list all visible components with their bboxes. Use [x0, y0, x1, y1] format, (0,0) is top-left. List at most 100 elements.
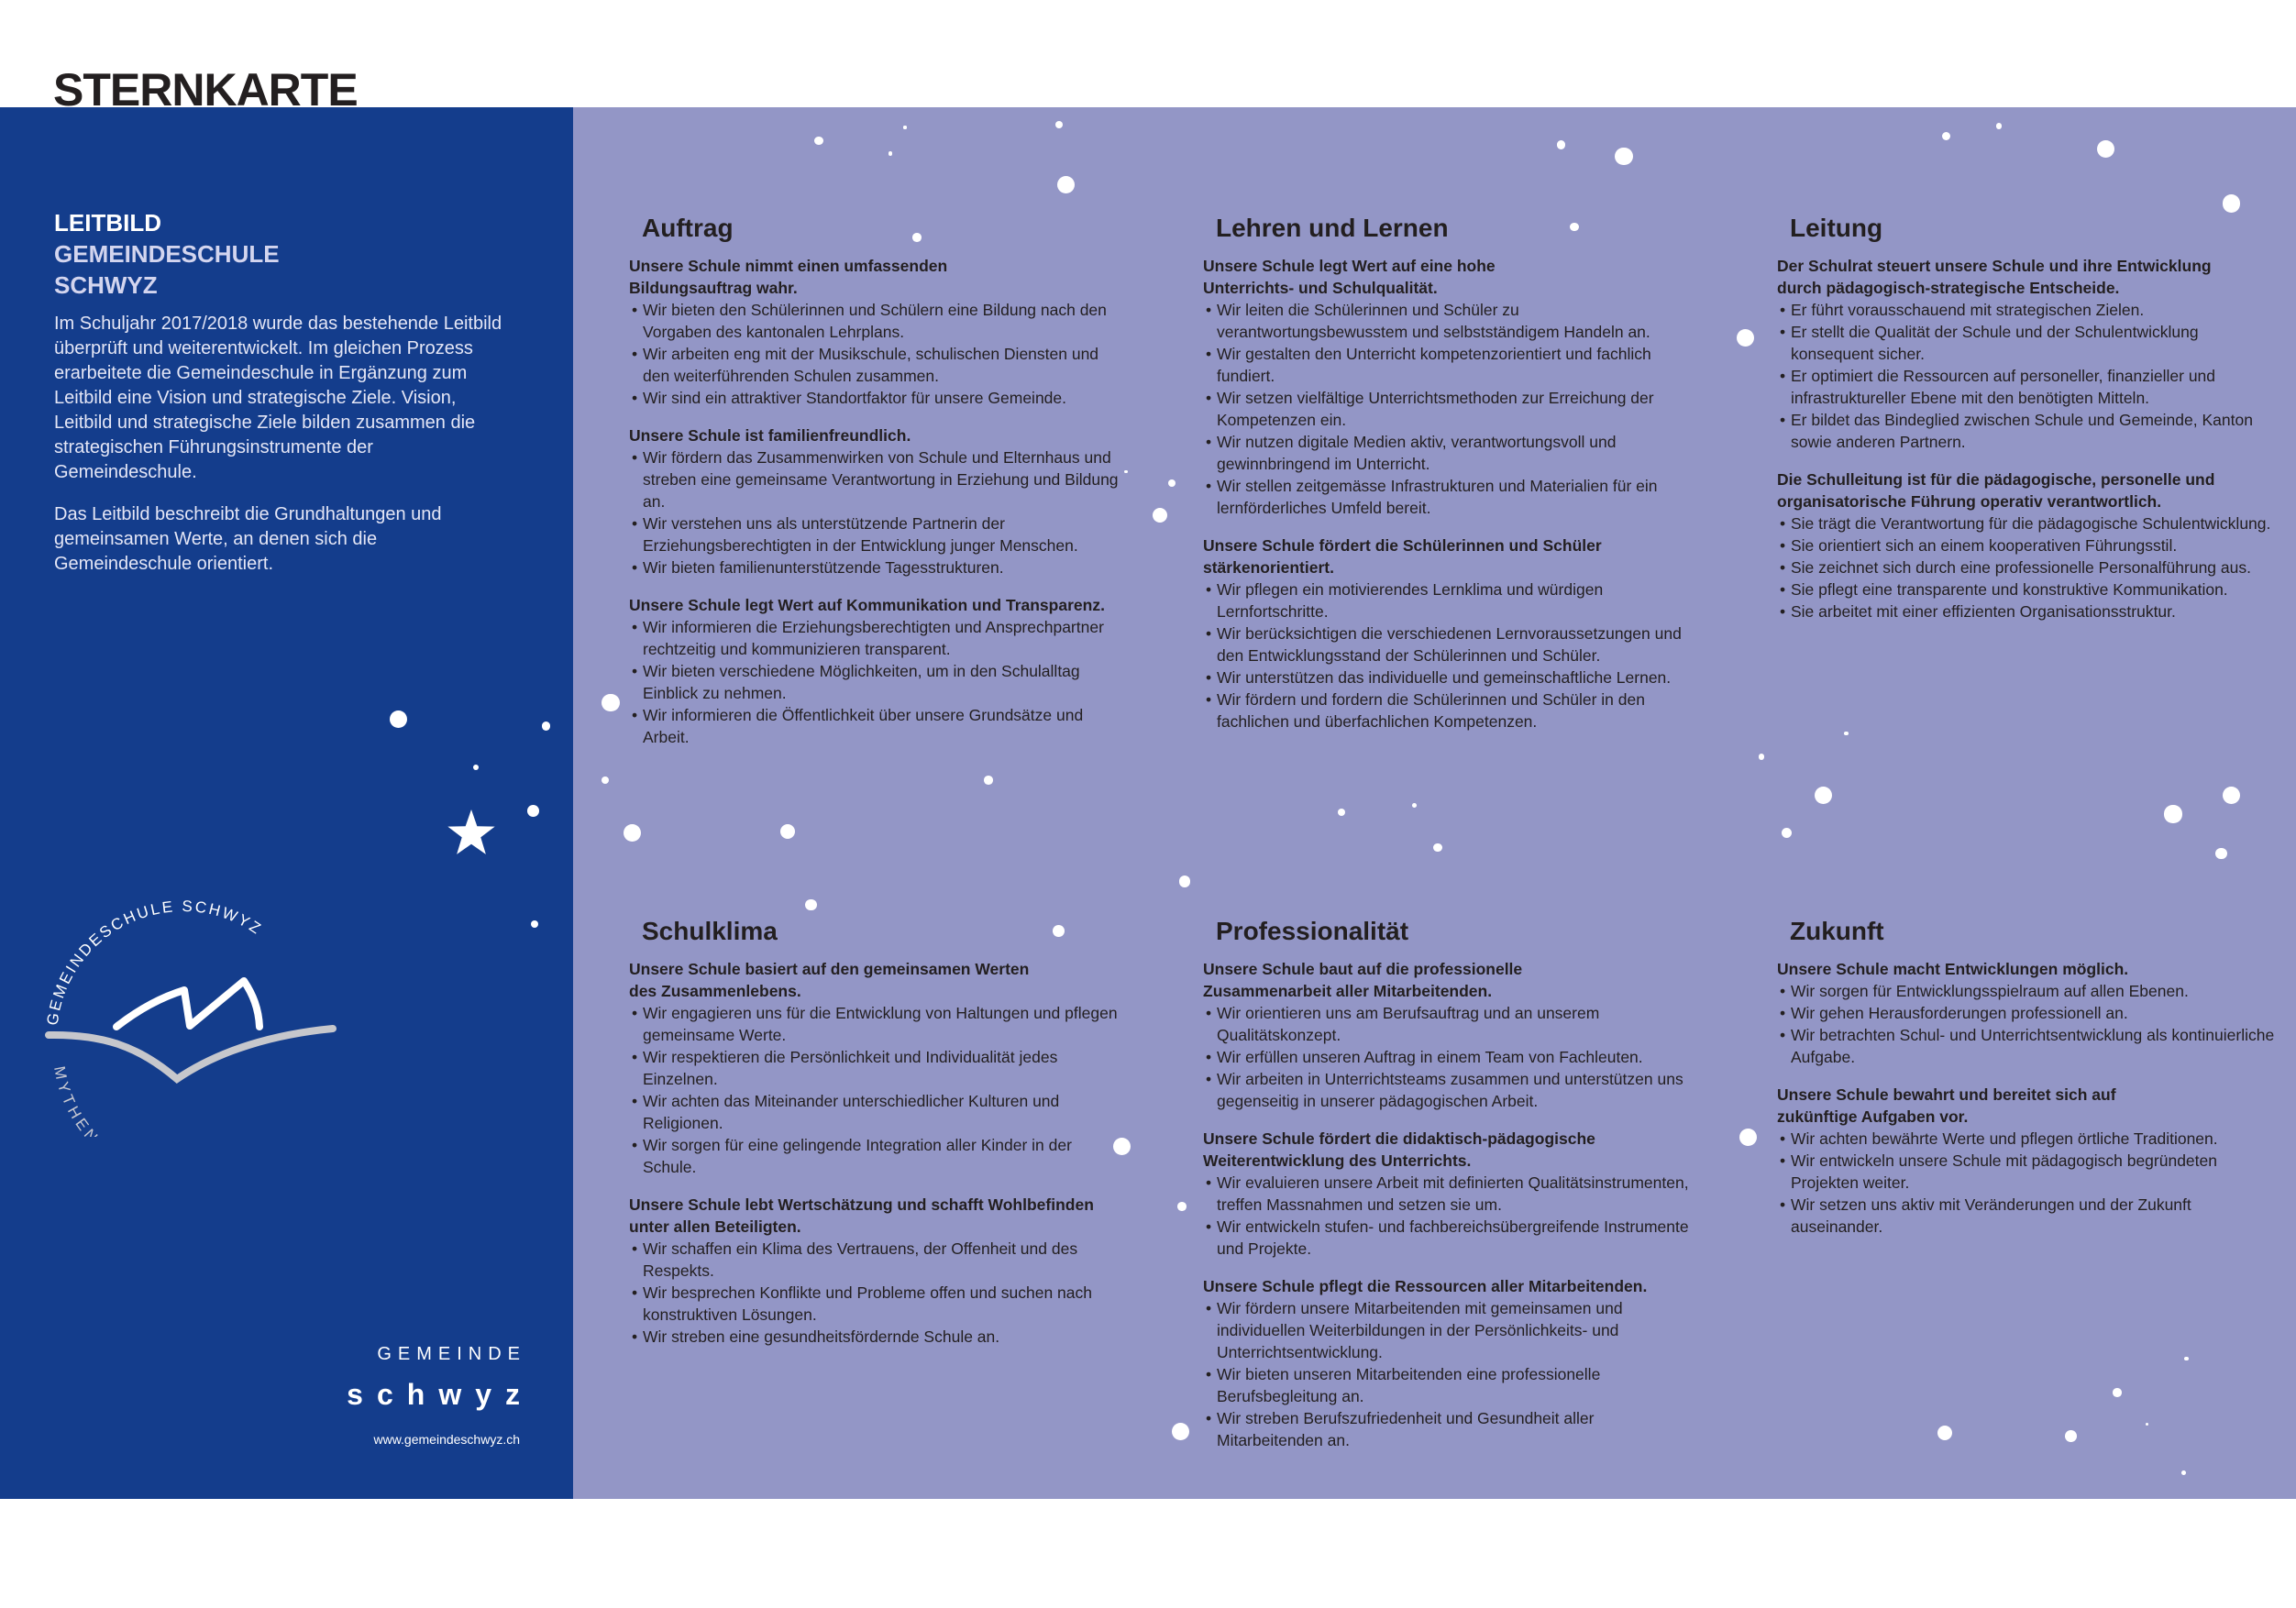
bullet-item: Wir fördern unsere Mitarbeitenden mit ge…	[1203, 1297, 1703, 1363]
bullet-item: Wir entwickeln stufen- und fachbereichsü…	[1203, 1216, 1703, 1260]
star-dot-icon	[780, 824, 796, 840]
star-dot-icon	[1412, 802, 1418, 808]
star-dot-icon	[389, 710, 407, 728]
statement-block: Die Schulleitung ist für die pädagogisch…	[1777, 468, 2277, 622]
logo-mountain	[113, 977, 263, 1030]
star-dot-icon	[602, 693, 620, 712]
bullet-item: Wir pflegen ein motivierendes Lernklima …	[1203, 578, 1703, 622]
star-dot-icon	[911, 232, 922, 242]
statement-heading: Unsere Schule fördert die didaktisch-päd…	[1203, 1129, 1595, 1170]
bullet-item: Wir bieten familienunterstützende Tagess…	[629, 556, 1129, 578]
star-dot-icon	[2215, 847, 2228, 860]
bullet-item: Wir leiten die Schülerinnen und Schüler …	[1203, 299, 1703, 343]
star-dot-icon	[624, 824, 642, 843]
bullet-item: Wir evaluieren unsere Arbeit mit definie…	[1203, 1172, 1703, 1216]
bullet-item: Wir nutzen digitale Medien aktiv, verant…	[1203, 431, 1703, 475]
star-dot-icon	[1737, 329, 1755, 347]
bullet-item: Wir achten bewährte Werte und pflegen ör…	[1777, 1128, 2277, 1150]
section-schulklima: Schulklima Unsere Schule basiert auf den …	[629, 916, 1129, 1363]
bullet-item: Wir erfüllen unseren Auftrag in einem Te…	[1203, 1046, 1703, 1068]
star-dot-icon	[530, 920, 538, 928]
statement-heading: Unsere Schule basiert auf den gemeinsame…	[629, 960, 1030, 1000]
document-title: STERNKARTE	[53, 64, 359, 116]
bullet-item: Wir bieten verschiedene Möglichkeiten, u…	[629, 660, 1129, 704]
section-title: Schulklima	[642, 917, 778, 945]
star-dot-icon	[1337, 809, 1345, 817]
bullet-item: Wir gestalten den Unterricht kompetenzor…	[1203, 343, 1703, 387]
bullet-list: Wir evaluieren unsere Arbeit mit definie…	[1203, 1172, 1703, 1260]
star-dot-icon	[1758, 754, 1765, 760]
statement-block: Unsere Schule legt Wert auf Kommunikatio…	[629, 594, 1129, 748]
intro-paragraph: Im Schuljahr 2017/2018 wurde das bestehe…	[54, 314, 502, 482]
brand-url-link[interactable]: www.gemeindeschwyz.ch	[373, 1432, 520, 1447]
section-title: Leitung	[1790, 214, 1883, 242]
star-dot-icon	[1167, 479, 1176, 487]
bullet-item: Wir berücksichtigen die verschiedenen Le…	[1203, 622, 1703, 666]
bullet-item: Wir fördern und fordern die Schülerinnen…	[1203, 688, 1703, 732]
bullet-list: Wir fördern unsere Mitarbeitenden mit ge…	[1203, 1297, 1703, 1451]
section-lehren-und-lernen: Lehren und Lernen Unsere Schule legt Wert…	[1203, 213, 1703, 748]
statement-heading: Unsere Schule nimmt einen umfassenden Bi…	[629, 257, 948, 297]
section-zukunft: Zukunft Unsere Schule macht Entwicklungen…	[1777, 916, 2277, 1253]
logo-top-text: GEMEINDESCHULE SCHWYZ	[44, 898, 266, 1027]
section-auftrag: Auftrag Unsere Schule nimmt einen umfasse…	[629, 213, 1129, 764]
star-dot-icon	[2113, 1387, 2123, 1397]
star-dot-icon	[1171, 1423, 1189, 1441]
left-panel	[0, 107, 573, 1499]
statement-block: Unsere Schule bewahrt und bereitet sich …	[1777, 1084, 2277, 1238]
section-leitung: Leitung Der Schulrat steuert unsere Schul…	[1777, 213, 2277, 638]
statement-block: Unsere Schule lebt Wertschätzung und sch…	[629, 1194, 1129, 1348]
statement-heading: Unsere Schule legt Wert auf Kommunikatio…	[629, 596, 1105, 614]
statement-block: Unsere Schule legt Wert auf eine hohe Un…	[1203, 255, 1703, 519]
title-line-schwyz: SCHWYZ	[54, 271, 158, 299]
star-dot-icon	[2096, 140, 2115, 159]
star-dot-icon	[805, 898, 818, 911]
left-panel-intro: Im Schuljahr 2017/2018 wurde das bestehe…	[54, 312, 513, 594]
statement-heading: Unsere Schule macht Entwicklungen möglic…	[1777, 960, 2129, 978]
section-professionalit-t: Professionalität Unsere Schule baut auf d…	[1203, 916, 1703, 1467]
star-dot-icon	[1556, 140, 1566, 149]
star-dot-icon	[1053, 925, 1065, 938]
bullet-item: Wir engagieren uns für die Entwicklung v…	[629, 1002, 1129, 1046]
statement-heading: Unsere Schule ist familienfreundlich.	[629, 426, 911, 445]
section-title: Auftrag	[642, 214, 734, 242]
bullet-item: Sie arbeitet mit einer effizienten Organ…	[1777, 600, 2277, 622]
bullet-list: Er führt vorausschauend mit strategische…	[1777, 299, 2277, 453]
statement-heading: Unsere Schule fördert die Schülerinnen u…	[1203, 536, 1602, 577]
bullet-item: Wir orientieren uns am Berufsauftrag und…	[1203, 1002, 1703, 1046]
statement-heading: Unsere Schule lebt Wertschätzung und sch…	[629, 1195, 1094, 1236]
section-title: Lehren und Lernen	[1216, 214, 1449, 242]
school-logo: GEMEINDESCHULE SCHWYZ MYTHENDRIN UNTERWE…	[44, 898, 337, 1137]
bullet-item: Wir verstehen uns als unterstützende Par…	[629, 512, 1129, 556]
bullet-item: Wir arbeiten in Unterrichtsteams zusamme…	[1203, 1068, 1703, 1112]
statement-block: Unsere Schule basiert auf den gemeinsame…	[629, 958, 1129, 1178]
statement-block: Der Schulrat steuert unsere Schule und i…	[1777, 255, 2277, 453]
star-dot-icon	[1057, 175, 1076, 193]
bullet-item: Wir informieren die Erziehungsberechtigt…	[629, 616, 1129, 660]
statement-block: Unsere Schule fördert die didaktisch-päd…	[1203, 1128, 1703, 1260]
section-title: Professionalität	[1216, 917, 1409, 945]
statement-heading: Unsere Schule pflegt die Ressourcen alle…	[1203, 1277, 1648, 1295]
brand-gemeinde: GEMEINDE	[377, 1344, 526, 1364]
statement-block: Unsere Schule fördert die Schülerinnen u…	[1203, 534, 1703, 732]
star-dot-icon	[1615, 148, 1633, 166]
star-dot-icon	[1569, 222, 1579, 232]
bullet-list: Wir bieten den Schülerinnen und Schülern…	[629, 299, 1129, 409]
star-dot-icon	[2064, 1430, 2077, 1443]
star-dot-icon	[541, 721, 551, 731]
logo-swoosh	[45, 1025, 337, 1085]
star-dot-icon	[1176, 1202, 1187, 1211]
bullet-list: Wir schaffen ein Klima des Vertrauens, d…	[629, 1238, 1129, 1348]
bullet-item: Wir arbeiten eng mit der Musikschule, sc…	[629, 343, 1129, 387]
star-dot-icon	[888, 151, 893, 157]
bullet-item: Wir setzen vielfältige Unterrichtsmethod…	[1203, 387, 1703, 431]
star-dot-icon	[1054, 120, 1063, 128]
bullet-item: Sie trägt die Verantwortung für die päda…	[1777, 512, 2277, 534]
star-dot-icon	[1433, 843, 1443, 853]
title-line-gemeindeschule: GEMEINDESCHULE	[54, 240, 280, 268]
bullet-list: Wir pflegen ein motivierendes Lernklima …	[1203, 578, 1703, 732]
star-dot-icon	[813, 136, 823, 146]
bullet-item: Wir sorgen für eine gelingende Integrati…	[629, 1134, 1129, 1178]
bullet-item: Wir bieten unseren Mitarbeitenden eine p…	[1203, 1363, 1703, 1407]
star-dot-icon	[1739, 1129, 1758, 1147]
